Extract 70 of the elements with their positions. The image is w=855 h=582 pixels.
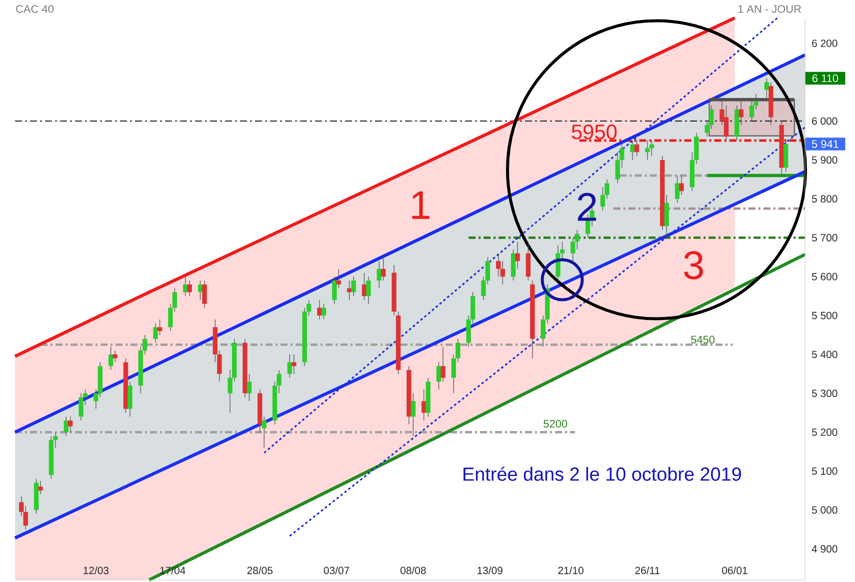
candlestick — [336, 268, 342, 289]
annotation: 5 941 — [812, 140, 838, 148]
annotation: 5450 — [691, 336, 715, 344]
candlestick — [500, 260, 505, 285]
candlestick — [246, 374, 252, 402]
candlestick — [292, 354, 296, 374]
candlestick — [634, 140, 640, 157]
candlestick — [664, 194, 669, 238]
candlestick — [128, 381, 132, 418]
x-tick-label: 13/09 — [478, 566, 502, 574]
candlestick — [381, 257, 386, 282]
candlestick — [351, 276, 356, 297]
candlestick — [645, 140, 650, 160]
x-tick-label: 21/10 — [558, 566, 584, 574]
y-tick-label: 5 300 — [812, 390, 838, 398]
candlestick — [649, 140, 654, 157]
candlestick — [108, 346, 114, 371]
candlestick — [23, 506, 28, 530]
x-tick-label: 03/07 — [324, 566, 350, 574]
x-tick-label: 26/11 — [635, 566, 660, 574]
x-tick-label: 12/03 — [84, 566, 109, 574]
x-tick-label: 08/08 — [400, 566, 426, 574]
annotation: 5200 — [544, 420, 568, 428]
candlestick — [366, 276, 371, 304]
candlestick — [321, 304, 326, 320]
y-tick-label: 5 900 — [812, 156, 838, 164]
y-tick-label: 5 600 — [812, 273, 838, 281]
candlestick — [679, 175, 684, 196]
candlestick — [153, 323, 158, 344]
candlestick — [262, 416, 266, 448]
annotation: Entrée dans 2 le 10 octobre 2019 — [464, 466, 741, 482]
candlestick — [410, 393, 416, 437]
y-tick-label: 5 400 — [812, 350, 838, 358]
x-tick-label: 28/05 — [247, 566, 273, 574]
candlestick — [515, 241, 520, 270]
y-tick-label: 5 100 — [812, 468, 838, 476]
annotation: 3 — [684, 251, 703, 280]
y-tick-label: 4 900 — [812, 545, 838, 553]
x-tick-label: 06/01 — [722, 566, 748, 574]
candlestick — [526, 241, 531, 282]
candlestick — [38, 480, 43, 495]
candlestick — [202, 280, 207, 308]
candlestick — [422, 389, 426, 422]
candlestick — [112, 350, 118, 363]
candlestick — [78, 393, 84, 422]
y-tick-label: 5 000 — [812, 506, 838, 514]
y-tick-label: 6 000 — [812, 118, 838, 125]
y-tick-label: 6 200 — [812, 40, 838, 48]
candlestick — [68, 416, 73, 433]
y-tick-label: 5 700 — [812, 234, 838, 242]
annotation: 2 — [578, 193, 596, 221]
candlestick — [317, 300, 322, 320]
candlestick — [287, 354, 292, 378]
candlestick — [183, 276, 188, 297]
annotation: 6 110 — [812, 74, 838, 82]
y-tick-label: 5 500 — [812, 312, 838, 320]
candlestick — [496, 253, 501, 278]
candlestick — [157, 319, 162, 336]
candlestick — [784, 140, 788, 172]
chart-subtitle: 1 AN - JOUR — [738, 5, 801, 14]
y-tick-label: 5 800 — [812, 195, 838, 203]
chart-title: CAC 40 — [16, 5, 54, 14]
candlestick — [440, 346, 446, 382]
annotation: 5950 — [572, 124, 617, 140]
candlestick — [19, 496, 24, 516]
candlestick — [187, 280, 192, 297]
annotation: 1 — [412, 192, 430, 220]
candlestick — [630, 140, 635, 160]
candlestick — [674, 175, 680, 204]
y-tick-label: 5 200 — [812, 428, 838, 436]
